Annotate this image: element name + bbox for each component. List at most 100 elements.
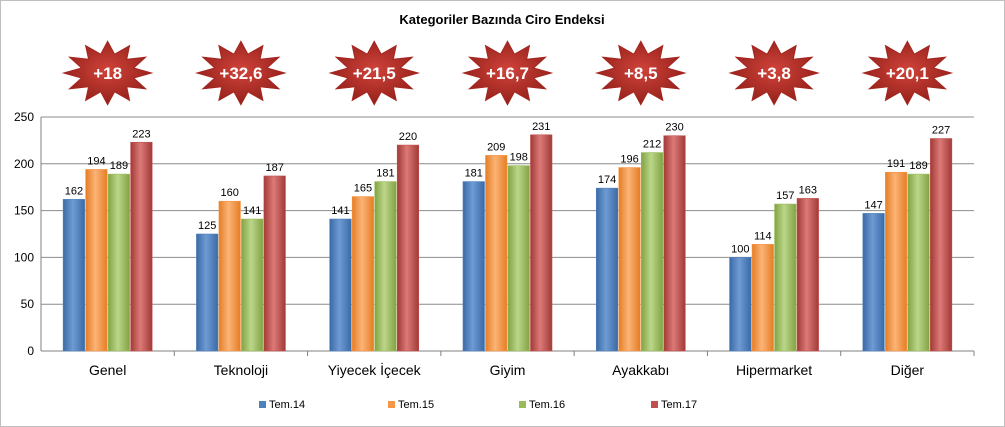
gridlines [41, 116, 974, 352]
bar [351, 196, 375, 352]
change-badge-label: +32,6 [219, 64, 262, 83]
data-label: 165 [354, 183, 372, 195]
bar [396, 144, 420, 352]
legend-swatch [519, 401, 526, 408]
change-badge [61, 40, 154, 106]
axes: 0 50 100 150 200 250 Genel Teknoloji Yiyecek İçe… [14, 110, 975, 378]
data-label: 147 [864, 199, 882, 211]
x-tick-label: Diğer [891, 362, 925, 378]
chart-title: Kategoriler Bazında Ciro Endeksi [399, 12, 604, 27]
x-tick-label: Teknoloji [214, 362, 268, 378]
x-tick-label: Giyim [490, 362, 526, 378]
bar [485, 155, 508, 352]
bar [196, 233, 219, 352]
data-label: 189 [110, 160, 128, 172]
bar [885, 171, 908, 352]
change-badge-label: +16,7 [486, 64, 529, 83]
bar [241, 218, 264, 352]
data-label: 141 [331, 205, 349, 217]
data-label: 209 [487, 141, 505, 153]
bar [729, 257, 752, 352]
data-label: 162 [65, 185, 83, 197]
legend-swatch [388, 401, 395, 408]
y-tick-label: 0 [27, 344, 34, 358]
data-label: 163 [799, 184, 817, 196]
legend-label: Tem.16 [529, 399, 565, 411]
data-label: 189 [909, 160, 927, 172]
bar [796, 198, 819, 352]
bar [85, 169, 108, 352]
data-label: 174 [598, 174, 616, 186]
legend-label: Tem.15 [398, 399, 434, 411]
bar [374, 181, 397, 352]
x-tick-label: Genel [89, 362, 126, 378]
change-badge-label: +18 [93, 64, 122, 83]
change-badge [328, 40, 421, 106]
change-badge [594, 40, 687, 106]
change-badge-label: +3,8 [757, 64, 791, 83]
bar [640, 152, 664, 352]
data-label: 157 [776, 190, 794, 202]
data-label: 181 [465, 168, 483, 180]
y-tick-label: 100 [14, 250, 34, 264]
data-label: 196 [620, 154, 638, 166]
bar [130, 141, 153, 352]
data-label: 100 [731, 243, 749, 255]
data-label: 198 [510, 152, 528, 164]
legend-swatch [259, 401, 266, 408]
bar [618, 167, 641, 352]
bar [329, 218, 352, 352]
x-tick-label: Yiyecek İçecek [328, 361, 422, 378]
data-label: 187 [265, 162, 283, 174]
legend-label: Tem.14 [269, 399, 305, 411]
y-tick-label: 200 [14, 157, 34, 171]
bar [774, 203, 797, 352]
legend-label: Tem.17 [661, 399, 697, 411]
bar [907, 173, 930, 352]
bar [595, 187, 619, 352]
change-badge [461, 40, 554, 106]
x-tick-label: Hipermarket [736, 362, 812, 378]
data-label: 227 [932, 125, 950, 137]
data-labels: 162 194 189 223 125 160 141 187 141 165 181 220 181 2… [65, 121, 951, 256]
legend-swatch [651, 401, 658, 408]
bar [62, 199, 85, 352]
change-badge [195, 40, 287, 106]
data-label: 181 [376, 168, 394, 180]
legend: Tem.14 Tem.15 Tem.16 Tem.17 [259, 399, 697, 411]
change-badge-label: +20,1 [886, 64, 929, 83]
data-label: 160 [220, 187, 238, 199]
data-label: 125 [198, 220, 216, 232]
data-label: 114 [754, 230, 772, 242]
data-label: 220 [399, 131, 417, 143]
bar [862, 213, 885, 352]
data-label: 223 [132, 128, 150, 140]
x-tick-label: Ayakkabı [612, 362, 669, 378]
data-label: 230 [665, 122, 683, 134]
bar [663, 135, 686, 352]
change-badge [861, 40, 954, 106]
bar [462, 181, 485, 352]
change-badge [728, 40, 820, 106]
bars [62, 134, 953, 352]
data-label: 141 [243, 205, 261, 217]
data-label: 191 [887, 158, 905, 170]
bar [263, 175, 286, 352]
bar [930, 138, 953, 352]
y-tick-label: 150 [14, 204, 34, 218]
change-badges: +18 +32,6 +21,5 +16,7 +8,5 +3,8 +20,1 [61, 40, 954, 106]
bar [218, 200, 241, 352]
change-badge-label: +21,5 [353, 64, 396, 83]
y-tick-label: 50 [21, 297, 35, 311]
bar [530, 134, 553, 352]
y-tick-label: 250 [14, 110, 34, 124]
data-label: 231 [532, 121, 550, 133]
bar [107, 173, 130, 352]
change-badge-label: +8,5 [624, 64, 658, 83]
data-label: 194 [87, 155, 105, 167]
bar [507, 165, 530, 352]
bar [751, 243, 774, 352]
data-label: 212 [643, 139, 661, 151]
